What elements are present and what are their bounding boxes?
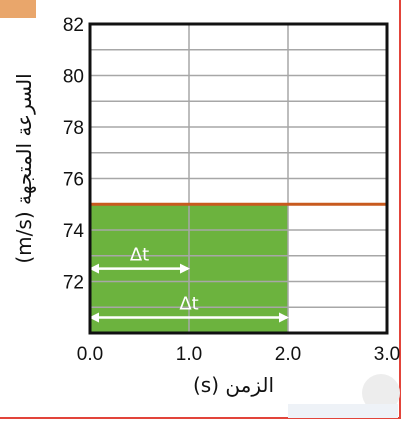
x-tick-label: 2.0 xyxy=(275,344,301,365)
x-tick-label: 3.0 xyxy=(374,344,400,365)
y-axis-title: السرعة المتجهة (m/s) xyxy=(12,73,36,263)
x-tick-label: 0.0 xyxy=(77,344,103,365)
y-tick-label: 76 xyxy=(63,170,84,191)
faint-bar xyxy=(288,404,398,418)
y-tick-label: 78 xyxy=(63,118,84,139)
delta-t-label-2: Δt xyxy=(179,294,198,315)
y-tick-label: 82 xyxy=(63,15,84,36)
delta-t-label-1: Δt xyxy=(130,245,149,266)
y-tick-label: 72 xyxy=(63,273,84,294)
y-tick-label: 80 xyxy=(63,67,84,88)
plot-frame xyxy=(88,22,389,335)
y-tick-label: 74 xyxy=(63,221,85,242)
x-axis-title: الزمن (s) xyxy=(193,373,274,397)
x-tick-label: 1.0 xyxy=(176,344,202,365)
corner-tab xyxy=(0,0,36,18)
